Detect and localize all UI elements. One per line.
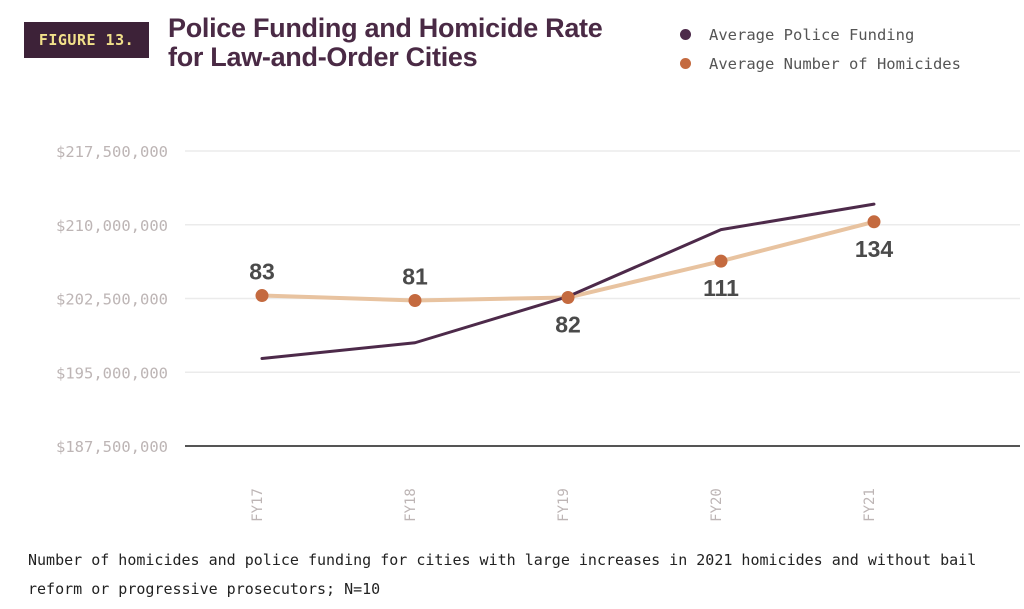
homicides-data-label: 111 xyxy=(703,275,739,301)
homicides-point xyxy=(561,291,575,305)
legend-item-funding: Average Police Funding xyxy=(680,20,961,49)
homicides-point xyxy=(255,289,269,303)
y-tick-label: $210,000,000 xyxy=(56,217,168,235)
legend: Average Police Funding Average Number of… xyxy=(680,20,961,78)
homicides-data-label: 134 xyxy=(855,236,894,262)
chart-title: Police Funding and Homicide Rate for Law… xyxy=(168,13,603,72)
y-tick-label: $195,000,000 xyxy=(56,364,168,382)
legend-label-homicides: Average Number of Homicides xyxy=(709,54,961,73)
homicides-data-label: 83 xyxy=(249,259,275,285)
chart-caption: Number of homicides and police funding f… xyxy=(28,551,977,598)
figure-label: FIGURE 13. xyxy=(24,22,149,58)
x-tick-label: FY19 xyxy=(556,488,572,522)
y-tick-label: $217,500,000 xyxy=(56,143,168,161)
y-tick-label: $187,500,000 xyxy=(56,438,168,456)
y-tick-label: $202,500,000 xyxy=(56,291,168,309)
legend-item-homicides: Average Number of Homicides xyxy=(680,49,961,78)
homicides-point xyxy=(867,215,881,229)
x-tick-label: FY17 xyxy=(250,488,266,522)
x-tick-label: FY20 xyxy=(709,488,725,522)
legend-marker-homicides xyxy=(680,58,691,69)
legend-marker-funding xyxy=(680,29,691,40)
x-tick-label: FY21 xyxy=(862,488,878,522)
x-tick-label: FY18 xyxy=(403,488,419,522)
homicides-line xyxy=(260,219,876,303)
legend-label-funding: Average Police Funding xyxy=(709,25,915,44)
homicides-data-label: 82 xyxy=(555,312,581,338)
homicides-point xyxy=(714,254,728,268)
homicides-data-label: 81 xyxy=(402,263,428,289)
homicides-point xyxy=(408,293,422,307)
